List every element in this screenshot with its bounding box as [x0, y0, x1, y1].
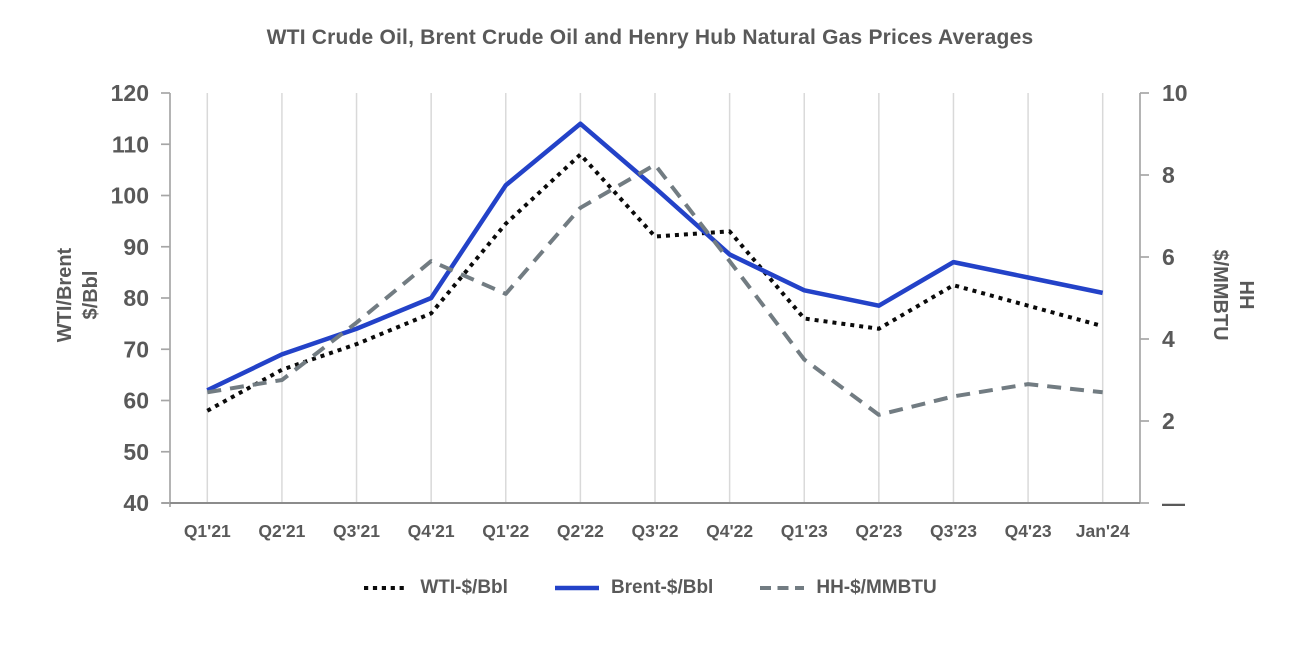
right-axis-title-line1: HH: [1235, 280, 1257, 310]
x-tick-label: Jan'24: [1076, 521, 1130, 541]
left-axis-title-line2: $/Bbl: [80, 270, 102, 320]
x-tick-label: Q2'23: [855, 521, 902, 541]
wti-dotted-line-swatch: [364, 586, 409, 590]
left-axis-title: WTI/Brent $/Bbl: [52, 248, 104, 342]
legend-item-hh: HH-$/MMBTU: [759, 577, 937, 599]
y-right-tick-label: 6: [1162, 244, 1175, 270]
y-left-tick-label: 110: [112, 131, 149, 157]
legend-label: HH-$/MMBTU: [816, 577, 937, 598]
x-tick-label: Q2'21: [258, 521, 305, 541]
right-axis-title-line2: $/MMBTU: [1209, 249, 1231, 341]
x-tick-label: Q1'23: [781, 521, 828, 541]
right-axis-title: HH $/MMBTU: [1207, 249, 1259, 340]
y-left-tick-label: 80: [123, 285, 149, 311]
series-line-brent-bbl: [206, 121, 1104, 393]
y-left-tick-label: 60: [123, 388, 149, 414]
chart-title: WTI Crude Oil, Brent Crude Oil and Henry…: [266, 26, 1034, 49]
x-tick-label: Q4'22: [706, 521, 753, 541]
series-line-hh-mmbtu: [206, 162, 1103, 417]
y-left-tick-label: 50: [123, 439, 149, 465]
legend-label: WTI-$/Bbl: [420, 577, 508, 598]
y-left-tick-label: 90: [123, 234, 149, 260]
x-tick-label: Q3'22: [632, 521, 679, 541]
series-line-wti-bbl: [206, 152, 1104, 413]
y-left-tick-label: 100: [111, 183, 149, 209]
x-tick-label: Q2'22: [557, 521, 604, 541]
y-right-tick-label: 8: [1162, 162, 1175, 188]
y-left-tick-label: 40: [123, 490, 149, 516]
hh-dashed-line-swatch: [760, 586, 805, 590]
y-right-tick-label: 10: [1162, 80, 1188, 106]
y-right-tick-label: 4: [1162, 326, 1175, 352]
x-tick-label: Q3'21: [333, 521, 380, 541]
y-left-tick-label: 70: [123, 336, 149, 362]
y-right-tick-label: —: [1162, 490, 1185, 516]
x-tick-label: Q1'21: [184, 521, 231, 541]
x-tick-label: Q4'23: [1005, 521, 1052, 541]
x-tick-label: Q4'21: [408, 521, 455, 541]
left-axis-title-line1: WTI/Brent: [54, 247, 76, 343]
x-tick-label: Q3'23: [930, 521, 977, 541]
y-left-tick-label: 120: [111, 80, 149, 106]
legend-item-wti: WTI-$/Bbl: [363, 577, 508, 599]
brent-solid-line-swatch: [554, 585, 599, 591]
x-tick-label: Q1'22: [482, 521, 529, 541]
y-right-tick-label: 2: [1162, 408, 1175, 434]
legend: WTI-$/Bbl Brent-$/Bbl HH-$/MMBTU: [0, 577, 1300, 599]
legend-item-brent: Brent-$/Bbl: [554, 577, 713, 599]
legend-label: Brent-$/Bbl: [610, 577, 714, 598]
